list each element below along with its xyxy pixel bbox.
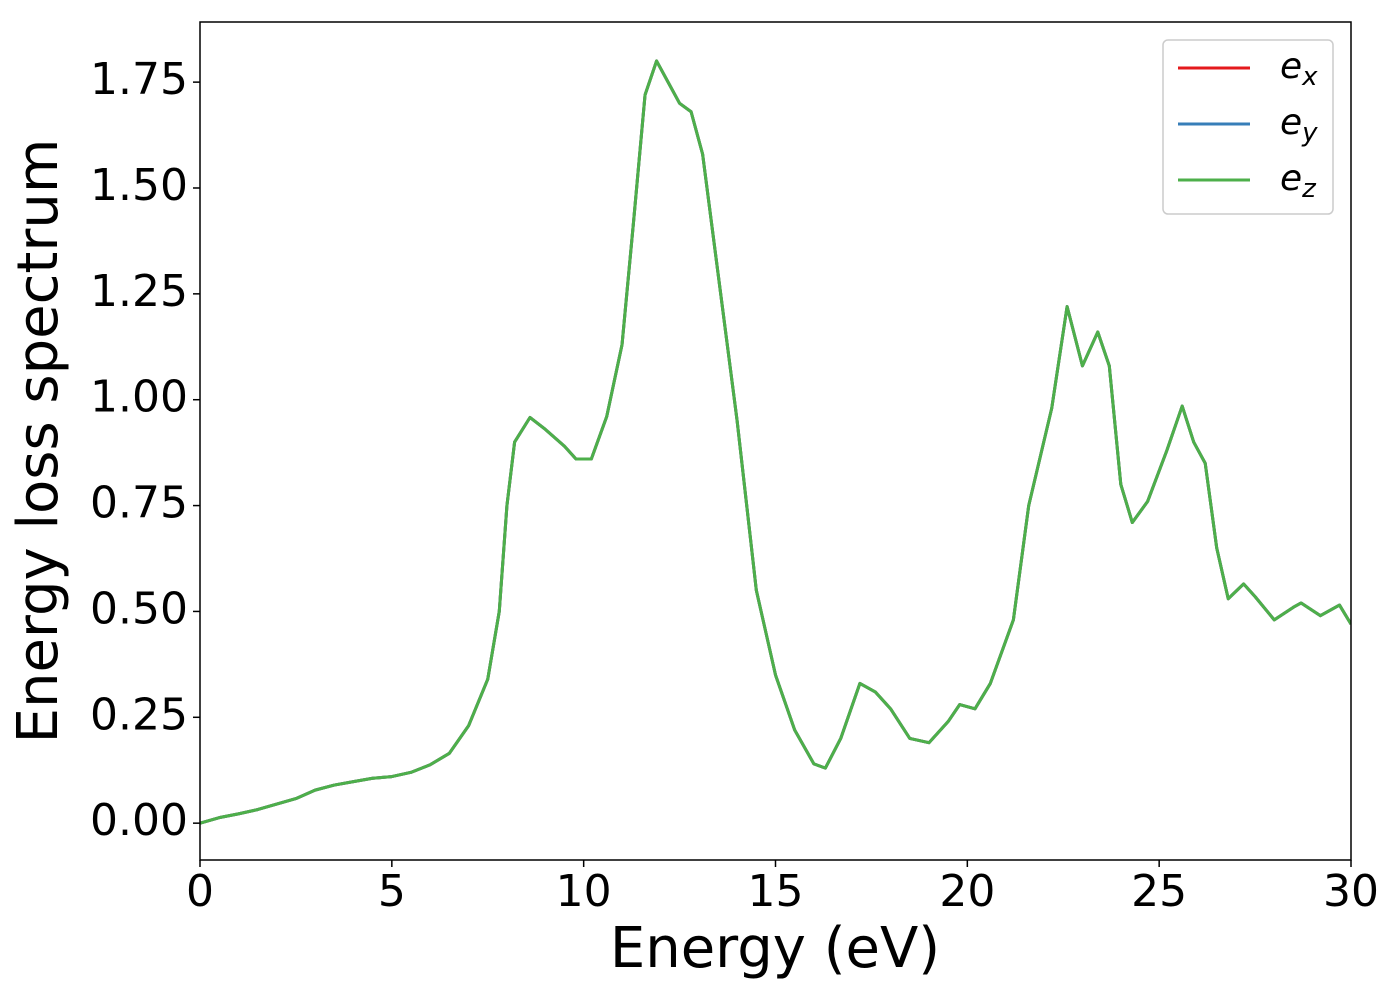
x-tick-label: 20 xyxy=(939,866,995,917)
y-tick-label: 0.00 xyxy=(90,795,188,846)
y-tick-label: 0.50 xyxy=(90,583,188,634)
y-tick-label: 0.75 xyxy=(90,478,188,529)
x-tick-label: 15 xyxy=(748,866,804,917)
legend-label: ez xyxy=(1280,158,1317,204)
legend-box xyxy=(1162,39,1334,215)
x-tick-label: 5 xyxy=(378,866,406,917)
y-tick-label: 1.75 xyxy=(90,54,188,105)
y-tick-label: 0.25 xyxy=(90,689,188,740)
x-axis-label: Energy (eV) xyxy=(610,916,940,981)
series-line xyxy=(200,59,1351,825)
legend-label: ex xyxy=(1280,46,1318,92)
x-tick-label: 30 xyxy=(1323,866,1379,917)
y-axis-label: Energy loss spectrum xyxy=(6,139,71,744)
legend-label: ey xyxy=(1280,102,1318,148)
x-tick-label: 25 xyxy=(1131,866,1187,917)
x-tick-label: 10 xyxy=(556,866,612,917)
plot-frame xyxy=(199,21,1352,861)
y-tick-label: 1.25 xyxy=(90,266,188,317)
y-tick-label: 1.50 xyxy=(90,160,188,211)
x-tick-label: 0 xyxy=(186,866,214,917)
y-tick-label: 1.00 xyxy=(90,372,188,423)
